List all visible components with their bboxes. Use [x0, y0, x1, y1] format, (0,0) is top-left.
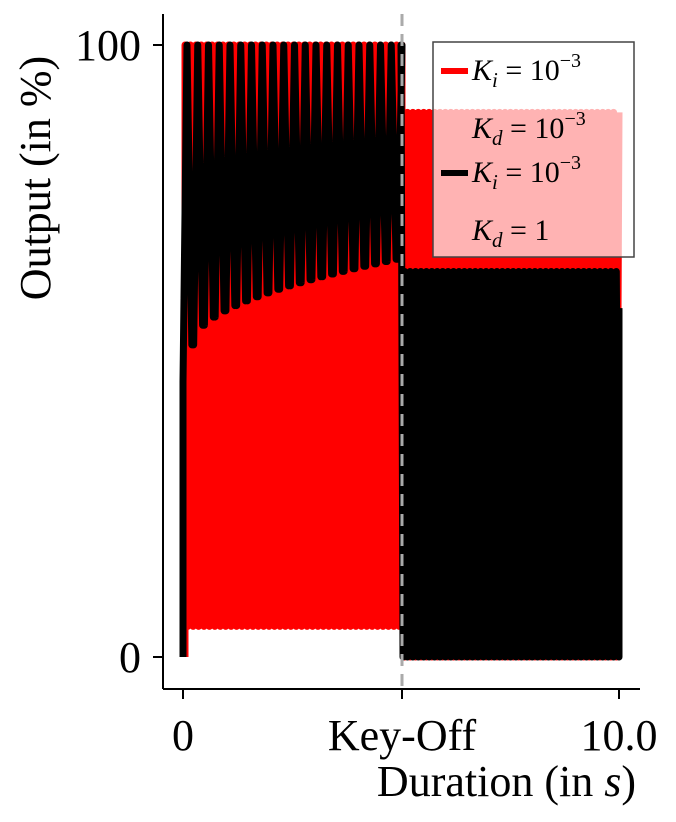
legend-label-line2: Kd = 10−3 [471, 108, 586, 150]
y-tick-label: 100 [75, 21, 141, 70]
legend: Ki = 10−3Kd = 10−3Ki = 10−3Kd = 1 [432, 41, 635, 258]
y-tick-label: 0 [119, 633, 141, 682]
legend-label-line1: Ki = 10−3 [471, 152, 581, 194]
y-axis-title: Output (in %) [11, 56, 60, 300]
x-tick-label: 0 [172, 711, 194, 760]
legend-label-line2: Kd = 1 [471, 214, 549, 252]
x-axis-title: Duration (in s) [377, 757, 636, 806]
x-tick-label: Key-Off [328, 711, 477, 760]
x-tick-label: 10.0 [581, 711, 658, 760]
legend-label-line1: Ki = 10−3 [471, 50, 581, 92]
